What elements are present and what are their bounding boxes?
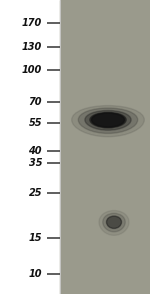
- Text: 100: 100: [22, 65, 42, 75]
- Ellipse shape: [106, 216, 122, 228]
- Ellipse shape: [92, 113, 124, 127]
- Text: 10: 10: [28, 269, 42, 279]
- Ellipse shape: [72, 106, 144, 137]
- Text: 130: 130: [22, 42, 42, 52]
- Ellipse shape: [103, 213, 125, 232]
- Text: 25: 25: [28, 188, 42, 198]
- Text: 35: 35: [28, 158, 42, 168]
- Text: 70: 70: [28, 97, 42, 107]
- Bar: [60, 0, 150, 294]
- Text: 15: 15: [28, 233, 42, 243]
- Text: 40: 40: [28, 146, 42, 156]
- Ellipse shape: [85, 111, 131, 130]
- Ellipse shape: [78, 108, 138, 133]
- Text: 55: 55: [28, 118, 42, 128]
- Ellipse shape: [90, 112, 126, 128]
- Ellipse shape: [99, 211, 129, 235]
- Text: 170: 170: [22, 18, 42, 28]
